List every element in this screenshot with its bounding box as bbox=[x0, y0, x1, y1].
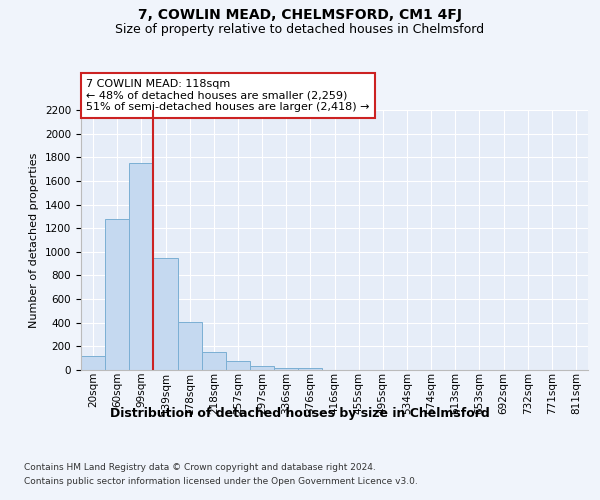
Bar bbox=[202, 352, 226, 370]
Bar bbox=[274, 368, 298, 370]
Text: Size of property relative to detached houses in Chelmsford: Size of property relative to detached ho… bbox=[115, 22, 485, 36]
Y-axis label: Number of detached properties: Number of detached properties bbox=[29, 152, 40, 328]
Bar bbox=[129, 163, 154, 370]
Text: Contains HM Land Registry data © Crown copyright and database right 2024.: Contains HM Land Registry data © Crown c… bbox=[24, 462, 376, 471]
Text: 7 COWLIN MEAD: 118sqm
← 48% of detached houses are smaller (2,259)
51% of semi-d: 7 COWLIN MEAD: 118sqm ← 48% of detached … bbox=[86, 79, 370, 112]
Bar bbox=[81, 356, 105, 370]
Bar bbox=[105, 218, 129, 370]
Text: Contains public sector information licensed under the Open Government Licence v3: Contains public sector information licen… bbox=[24, 478, 418, 486]
Text: Distribution of detached houses by size in Chelmsford: Distribution of detached houses by size … bbox=[110, 408, 490, 420]
Bar bbox=[250, 366, 274, 370]
Text: 7, COWLIN MEAD, CHELMSFORD, CM1 4FJ: 7, COWLIN MEAD, CHELMSFORD, CM1 4FJ bbox=[138, 8, 462, 22]
Bar bbox=[178, 322, 202, 370]
Bar bbox=[298, 368, 322, 370]
Bar bbox=[154, 258, 178, 370]
Bar bbox=[226, 360, 250, 370]
